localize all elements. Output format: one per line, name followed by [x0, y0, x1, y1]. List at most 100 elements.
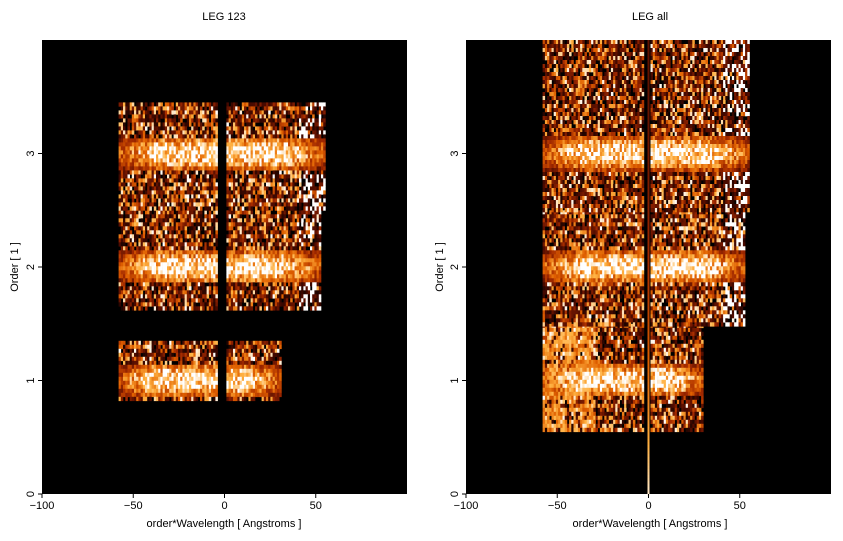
heatmap-cell: [178, 118, 181, 123]
heatmap-cell: [261, 114, 265, 119]
heatmap-cell: [127, 360, 130, 366]
heatmap-cell: [200, 348, 203, 354]
heatmap-cell: [268, 210, 271, 215]
heatmap-cell: [239, 294, 243, 299]
heatmap-cell: [200, 380, 203, 386]
heatmap-cell: [307, 122, 311, 127]
heatmap-cell: [305, 306, 309, 311]
heatmap-cell: [226, 356, 229, 362]
heatmap-cell: [193, 298, 196, 303]
heatmap-cell: [193, 210, 196, 215]
heatmap-cell: [228, 226, 232, 231]
heatmap-cell: [237, 348, 240, 354]
heatmap-cell: [248, 230, 251, 235]
heatmap-cell: [314, 154, 317, 159]
heatmap-cell: [169, 388, 172, 394]
heatmap-cell: [237, 274, 240, 279]
heatmap-cell: [147, 158, 150, 163]
heatmap-cell: [263, 352, 267, 358]
heatmap-cell: [318, 218, 322, 223]
heatmap-cell: [310, 262, 313, 267]
heatmap-cell: [255, 364, 258, 370]
heatmap-cell: [285, 170, 289, 175]
heatmap-cell: [180, 114, 183, 119]
heatmap-cell: [184, 302, 188, 307]
heatmap-cell: [277, 130, 280, 135]
heatmap-cell: [169, 380, 172, 386]
heatmap-cell: [151, 274, 155, 279]
heatmap-cell: [274, 230, 278, 235]
heatmap-cell: [151, 286, 155, 291]
heatmap-cell: [153, 356, 157, 362]
heatmap-cell: [193, 266, 196, 271]
heatmap-cell: [283, 146, 287, 151]
heatmap-cell: [189, 214, 192, 219]
heatmap-cell: [270, 270, 273, 275]
heatmap-cell: [230, 262, 234, 267]
heatmap-cell: [303, 158, 306, 163]
heatmap-cell: [171, 234, 174, 239]
heatmap-cell: [272, 262, 276, 267]
heatmap-cell: [310, 126, 313, 131]
heatmap-cell: [305, 138, 309, 143]
heatmap-cell: [283, 290, 287, 295]
heatmap-cell: [182, 246, 185, 251]
heatmap-cell: [266, 352, 269, 358]
heatmap-cell: [191, 270, 194, 275]
heatmap-cell: [200, 360, 203, 366]
heatmap-cell: [237, 210, 240, 215]
heatmap-cell: [235, 266, 238, 271]
heatmap-cell: [292, 270, 295, 275]
heatmap-cell: [140, 122, 144, 127]
heatmap-cell: [206, 372, 210, 378]
heatmap-cell: [248, 102, 251, 107]
heatmap-cell: [261, 266, 265, 271]
heatmap-cell: [175, 234, 179, 239]
heatmap-cell: [263, 222, 267, 227]
heatmap-cell: [279, 122, 282, 127]
heatmap-cell: [307, 194, 311, 199]
heatmap-cell: [171, 352, 174, 358]
heatmap-cell: [257, 368, 260, 374]
heatmap-cell: [318, 246, 322, 251]
heatmap-cell: [272, 396, 276, 402]
heatmap-cell: [131, 274, 135, 279]
heatmap-cell: [118, 162, 122, 167]
heatmap-cell: [125, 162, 128, 167]
heatmap-cell: [312, 186, 315, 191]
heatmap-cell: [151, 170, 155, 175]
heatmap-cell: [162, 186, 166, 191]
heatmap-cell: [257, 356, 260, 362]
heatmap-cell: [180, 250, 183, 255]
heatmap-cell: [167, 254, 170, 259]
heatmap-cell: [211, 270, 214, 275]
heatmap-cell: [310, 190, 313, 195]
heatmap-cell: [230, 162, 234, 167]
heatmap-cell: [145, 198, 148, 203]
heatmap-cell: [230, 226, 234, 231]
heatmap-cell: [182, 210, 185, 215]
heatmap-cell: [169, 102, 172, 107]
heatmap-cell: [272, 360, 276, 366]
heatmap-cell: [151, 356, 155, 362]
heatmap-cell: [156, 392, 159, 398]
heatmap-cell: [138, 182, 141, 187]
heatmap-cell: [182, 242, 185, 247]
heatmap-cell: [184, 150, 188, 155]
heatmap-cell: [257, 142, 260, 147]
heatmap-cell: [186, 290, 190, 295]
heatmap-cell: [299, 114, 302, 119]
heatmap-cell: [131, 174, 135, 179]
heatmap-cell: [316, 214, 320, 219]
heatmap-cell: [173, 384, 177, 390]
heatmap-cell: [151, 106, 155, 111]
heatmap-cell: [131, 270, 135, 275]
heatmap-cell: [149, 290, 152, 295]
heatmap-cell: [283, 286, 287, 291]
heatmap-cell: [314, 118, 317, 123]
heatmap-cell: [230, 178, 234, 183]
heatmap-cell: [158, 194, 161, 199]
heatmap-cell: [191, 182, 194, 187]
heatmap-cell: [123, 258, 126, 263]
heatmap-cell: [279, 372, 282, 378]
